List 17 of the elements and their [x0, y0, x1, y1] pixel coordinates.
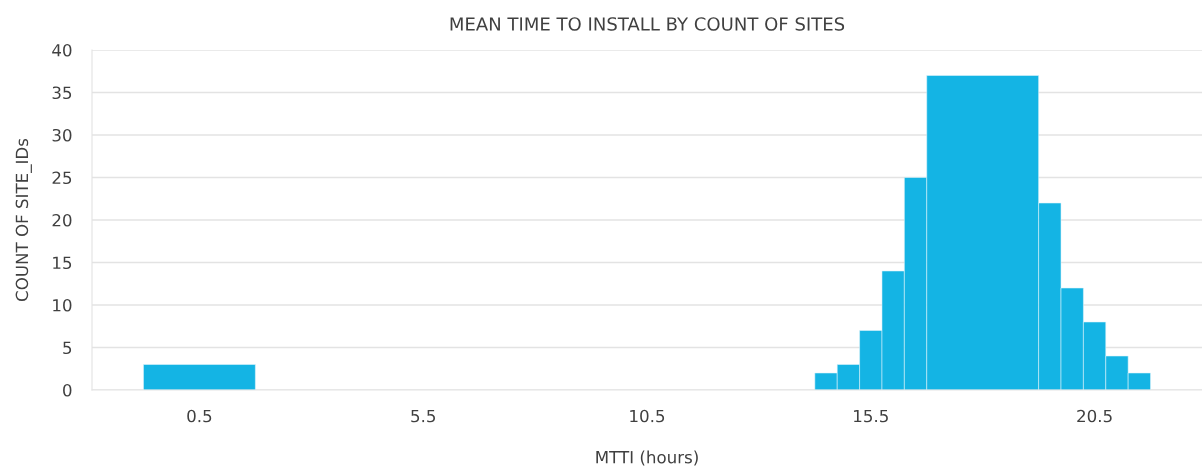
y-tick-label: 10 [53, 298, 72, 312]
y-tick-label: 25 [52, 171, 72, 185]
x-axis-title: MTTI (hours) [596, 450, 698, 466]
chart-title: MEAN TIME TO INSTALL BY COUNT OF SITES [450, 17, 845, 31]
x-tick-label: 0.5 [187, 409, 212, 423]
y-tick-label: 15 [53, 256, 72, 270]
y-axis-title: COUNT OF SITE_IDs [15, 138, 32, 301]
x-tick-label: 20.5 [1077, 409, 1112, 423]
x-tick-label: 15.5 [854, 409, 888, 423]
x-tick-label: 5.5 [411, 409, 436, 423]
y-tick-label: 0 [63, 383, 72, 397]
y-tick-label: 20 [52, 213, 72, 227]
y-tick-label: 5 [63, 341, 72, 355]
y-tick-label: 30 [52, 128, 72, 142]
x-tick-label: 10.5 [630, 409, 665, 423]
y-tick-label: 35 [52, 86, 72, 100]
y-tick-label: 40 [52, 43, 72, 57]
